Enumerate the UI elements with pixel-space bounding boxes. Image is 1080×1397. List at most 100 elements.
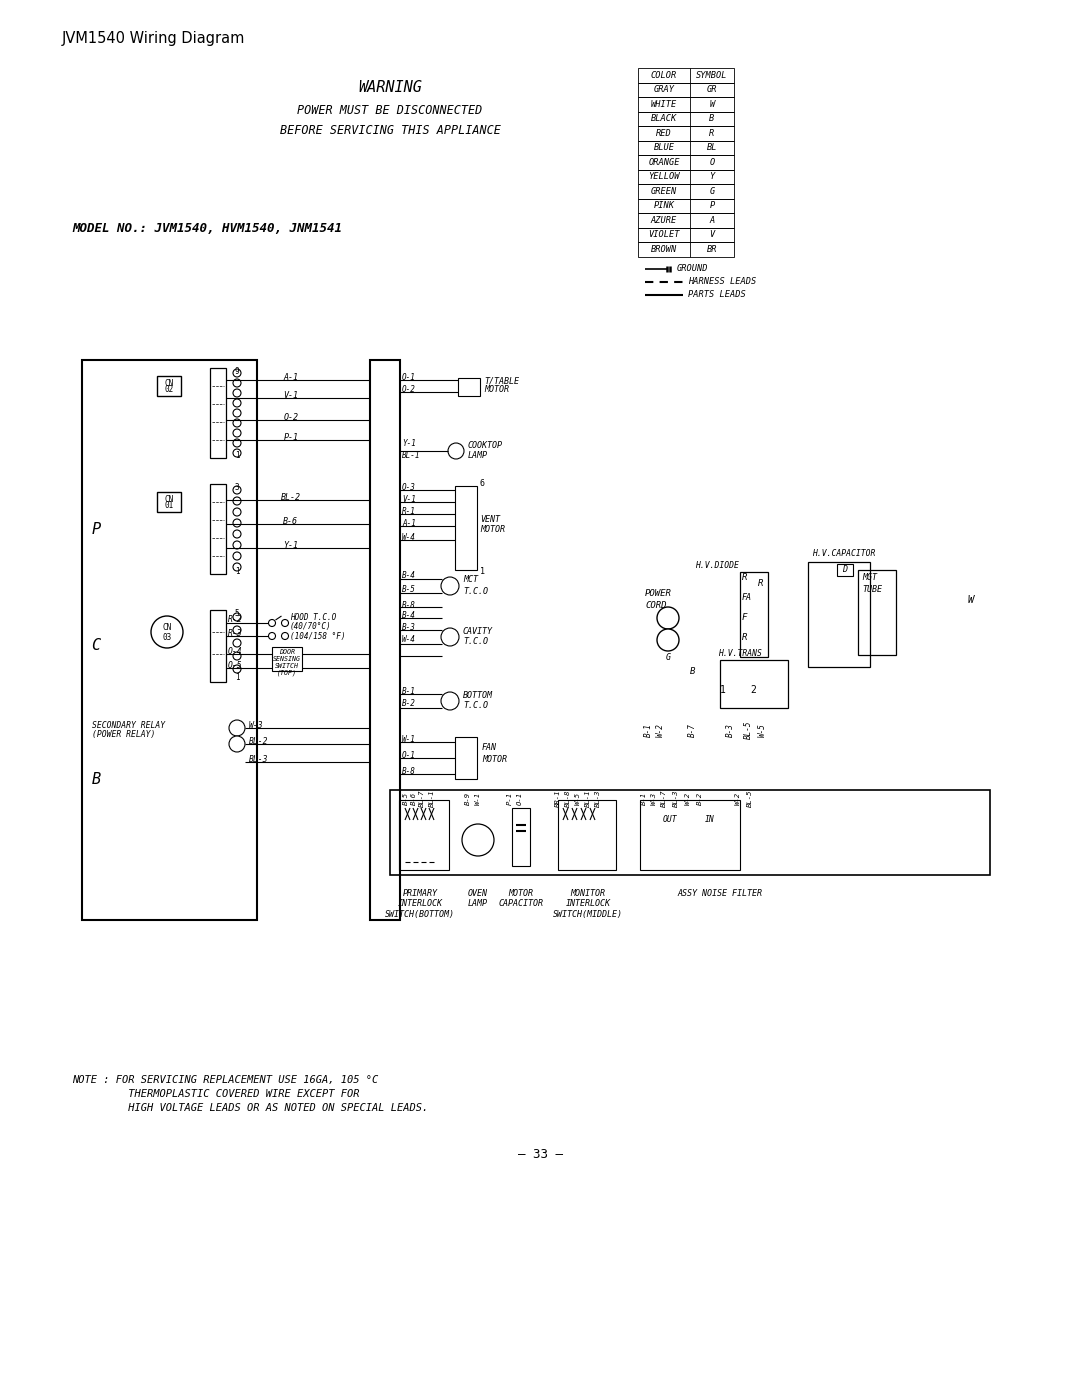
Text: – 33 –: – 33 – <box>517 1148 563 1161</box>
Circle shape <box>233 665 241 673</box>
Bar <box>512 807 530 866</box>
Text: INTERLOCK: INTERLOCK <box>566 900 610 908</box>
Text: 02: 02 <box>164 386 174 394</box>
Text: T.C.O: T.C.O <box>463 701 488 711</box>
Bar <box>399 800 449 870</box>
Text: CN: CN <box>164 495 174 503</box>
Text: P: P <box>710 201 715 211</box>
Text: (POWER RELAY): (POWER RELAY) <box>92 731 156 739</box>
Text: MCT: MCT <box>463 576 478 584</box>
Text: 5: 5 <box>234 609 240 617</box>
Text: W-2: W-2 <box>735 792 741 805</box>
Bar <box>638 82 734 96</box>
Text: O-1: O-1 <box>402 750 416 760</box>
Circle shape <box>233 486 241 495</box>
Text: BL-8: BL-8 <box>565 789 571 806</box>
Bar <box>638 155 734 169</box>
Text: OUT: OUT <box>663 816 677 824</box>
Text: R: R <box>742 574 747 583</box>
Bar <box>640 800 740 870</box>
Text: BR: BR <box>706 244 717 254</box>
Bar <box>837 564 853 576</box>
Text: O-1: O-1 <box>517 792 523 805</box>
Text: B-4: B-4 <box>402 612 416 620</box>
Text: MOTOR: MOTOR <box>509 890 534 898</box>
Circle shape <box>233 419 241 427</box>
Text: 1: 1 <box>720 685 726 694</box>
Bar <box>210 367 226 458</box>
Text: COOKTOP: COOKTOP <box>468 440 503 450</box>
Text: B-3: B-3 <box>402 623 416 631</box>
Text: W-4: W-4 <box>402 532 416 542</box>
Text: W-1: W-1 <box>402 735 416 743</box>
Bar <box>740 571 768 657</box>
Circle shape <box>233 369 241 377</box>
Bar <box>638 228 734 242</box>
Text: W-3: W-3 <box>249 721 264 729</box>
Text: (104/158 °F): (104/158 °F) <box>291 631 346 640</box>
Text: H.V.DIODE: H.V.DIODE <box>696 562 739 570</box>
Text: BL-3: BL-3 <box>673 789 679 806</box>
Text: SECONDARY RELAY: SECONDARY RELAY <box>92 721 165 729</box>
Text: W-1: W-1 <box>475 792 481 805</box>
Text: BL-7: BL-7 <box>419 789 426 806</box>
Text: WHITE: WHITE <box>651 99 677 109</box>
Text: BL-5: BL-5 <box>743 721 753 739</box>
Text: O-2: O-2 <box>402 386 416 394</box>
Text: BL: BL <box>706 144 717 152</box>
Bar <box>638 212 734 228</box>
Text: BL-1: BL-1 <box>585 789 591 806</box>
Circle shape <box>233 626 241 634</box>
Text: DOOR: DOOR <box>279 650 295 655</box>
Text: 9: 9 <box>234 366 240 376</box>
Bar <box>210 610 226 682</box>
Text: B-4: B-4 <box>402 571 416 581</box>
Text: A-1: A-1 <box>402 518 416 528</box>
Text: MOTOR: MOTOR <box>480 525 505 535</box>
Text: AZURE: AZURE <box>651 215 677 225</box>
Text: VIOLET: VIOLET <box>648 231 679 239</box>
Text: LAMP: LAMP <box>468 900 488 908</box>
Text: HOOD T.C.O: HOOD T.C.O <box>291 612 336 622</box>
Text: THERMOPLASTIC COVERED WIRE EXCEPT FOR: THERMOPLASTIC COVERED WIRE EXCEPT FOR <box>72 1090 360 1099</box>
Circle shape <box>282 633 288 640</box>
Bar <box>157 376 181 395</box>
Text: BL-1: BL-1 <box>429 789 435 806</box>
Text: 03: 03 <box>162 633 172 641</box>
Bar <box>458 379 480 395</box>
Circle shape <box>233 448 241 457</box>
Text: CN: CN <box>162 623 172 631</box>
Text: WARNING: WARNING <box>359 81 422 95</box>
Text: VENT: VENT <box>480 515 500 524</box>
Text: H.V.CAPACITOR: H.V.CAPACITOR <box>812 549 876 559</box>
Circle shape <box>441 692 459 710</box>
Text: B: B <box>690 668 696 676</box>
Text: A: A <box>710 215 715 225</box>
Bar <box>455 486 477 570</box>
Text: MONITOR: MONITOR <box>570 890 606 898</box>
Bar <box>638 96 734 112</box>
Text: W-3: W-3 <box>651 792 657 805</box>
Text: (TOP): (TOP) <box>276 669 297 676</box>
Text: 2: 2 <box>750 685 756 694</box>
Circle shape <box>441 577 459 595</box>
Text: P: P <box>92 521 100 536</box>
Bar <box>808 562 870 666</box>
Text: F: F <box>742 613 747 623</box>
Text: D: D <box>842 566 848 574</box>
Text: BR-1: BR-1 <box>555 789 561 806</box>
Bar <box>157 492 181 511</box>
Text: B-2: B-2 <box>402 700 416 708</box>
Text: HIGH VOLTAGE LEADS OR AS NOTED ON SPECIAL LEADS.: HIGH VOLTAGE LEADS OR AS NOTED ON SPECIA… <box>72 1104 429 1113</box>
Text: BL-7: BL-7 <box>661 789 667 806</box>
Text: Y-1: Y-1 <box>283 541 298 549</box>
Circle shape <box>233 379 241 387</box>
Circle shape <box>233 497 241 504</box>
Text: IN: IN <box>705 816 715 824</box>
Text: GROUND: GROUND <box>677 264 708 272</box>
Text: B-6: B-6 <box>283 517 298 525</box>
Text: H.V.TRANS: H.V.TRANS <box>718 650 761 658</box>
Text: SYMBOL: SYMBOL <box>697 71 728 80</box>
Text: SENSING: SENSING <box>273 657 301 662</box>
Text: B-1: B-1 <box>642 792 647 805</box>
